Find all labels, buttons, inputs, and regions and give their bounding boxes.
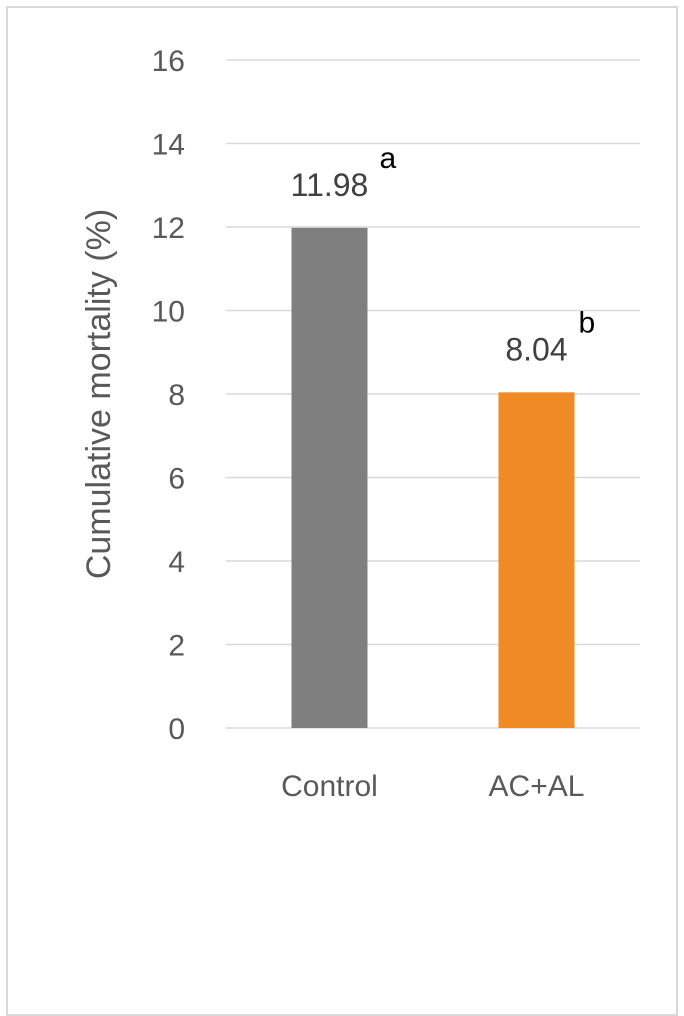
significance-letter: b bbox=[579, 306, 596, 339]
x-axis-categories: Control AC+AL bbox=[281, 770, 584, 803]
y-tick-label: 4 bbox=[168, 546, 185, 579]
y-tick-label: 2 bbox=[168, 630, 185, 663]
y-tick-label: 12 bbox=[152, 212, 185, 245]
data-label: 11.98 bbox=[291, 167, 369, 203]
y-tick-label: 14 bbox=[152, 129, 185, 162]
y-tick-label: 8 bbox=[168, 379, 185, 412]
y-axis-ticks: 0 2 4 6 8 10 12 14 16 bbox=[152, 45, 185, 746]
data-labels: 11.98 a 8.04 b bbox=[291, 142, 596, 367]
y-axis-label: Cumulative mortality (%) bbox=[80, 209, 118, 579]
bars bbox=[291, 227, 575, 728]
x-category-label: AC+AL bbox=[489, 770, 585, 803]
data-label: 8.04 bbox=[505, 331, 567, 367]
bar-control bbox=[291, 227, 368, 728]
significance-letter: a bbox=[380, 142, 397, 175]
gridlines bbox=[226, 59, 640, 729]
x-category-label: Control bbox=[281, 770, 378, 803]
bar-ac-al bbox=[498, 392, 575, 728]
y-tick-label: 10 bbox=[152, 296, 185, 329]
y-tick-label: 0 bbox=[168, 713, 185, 746]
y-tick-label: 16 bbox=[152, 45, 185, 78]
y-tick-label: 6 bbox=[168, 463, 185, 496]
